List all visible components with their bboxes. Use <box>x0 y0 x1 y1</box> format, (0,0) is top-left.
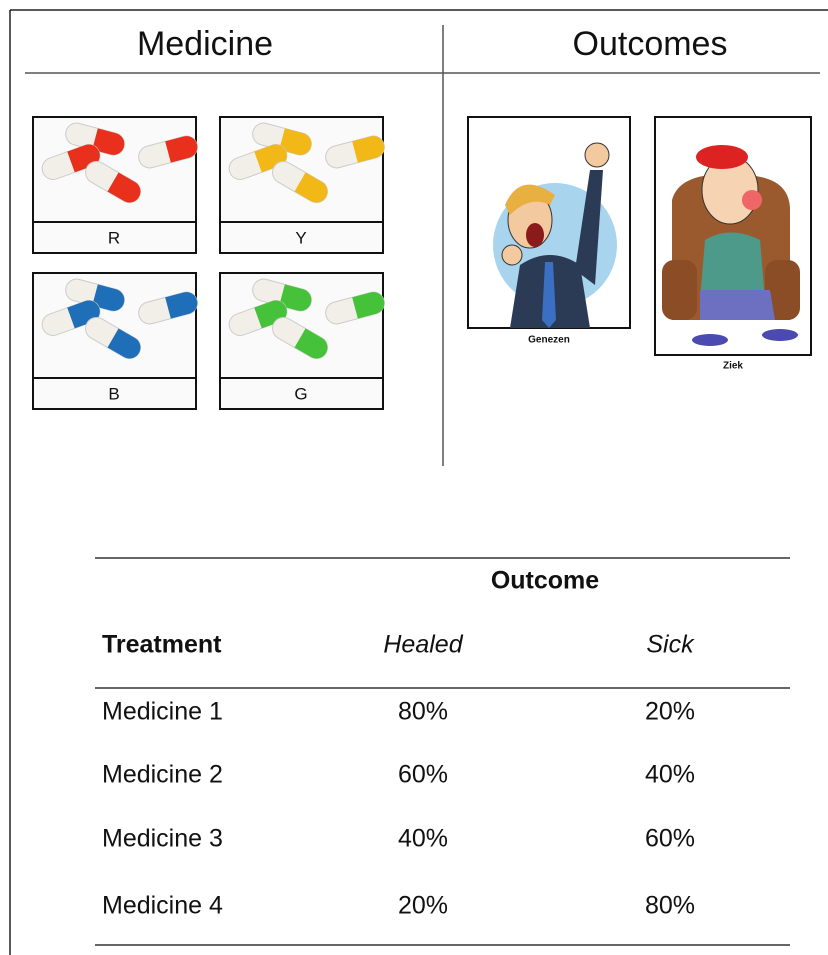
pill <box>252 278 312 312</box>
pill-cap <box>107 172 141 203</box>
outcome-image <box>654 116 812 356</box>
table-cell: 80% <box>645 892 695 920</box>
pill <box>85 317 141 359</box>
pill <box>65 278 125 312</box>
pill <box>252 122 312 156</box>
pill-cap <box>294 328 328 359</box>
pill <box>272 161 328 203</box>
pill-cap <box>92 284 125 311</box>
outcome-image <box>467 116 631 329</box>
medicine-card: R <box>32 116 198 254</box>
table-cell: 60% <box>645 825 695 853</box>
pill <box>325 135 385 169</box>
heading: Medicine <box>137 25 273 63</box>
pill-cap <box>352 292 385 319</box>
medicine-card: G <box>219 272 385 410</box>
table-cell: 40% <box>645 761 695 789</box>
table-cell: Medicine 1 <box>102 698 223 726</box>
group-header: Outcome <box>491 567 599 595</box>
pill-cap <box>107 328 141 359</box>
outcome-label: Ziek <box>723 361 743 372</box>
pill-cap <box>279 128 312 155</box>
table-cell: 40% <box>398 825 448 853</box>
pill <box>85 161 141 203</box>
pill-cap <box>352 136 385 163</box>
medicine-label: G <box>294 384 307 403</box>
medicine-card: Y <box>219 116 385 254</box>
column-header: Sick <box>646 631 695 659</box>
pill <box>325 291 385 325</box>
pill-cap <box>165 292 198 319</box>
column-header: Treatment <box>102 631 222 659</box>
column-header: Healed <box>383 631 463 659</box>
pill <box>65 122 125 156</box>
heading: Outcomes <box>573 25 728 63</box>
pill <box>272 317 328 359</box>
table-cell: Medicine 4 <box>102 892 223 920</box>
pill-cap <box>294 172 328 203</box>
table-cell: 20% <box>398 892 448 920</box>
outcome-label: Genezen <box>528 335 570 346</box>
medicine-label: Y <box>295 228 306 247</box>
table-cell: Medicine 3 <box>102 825 223 853</box>
pill <box>138 291 198 325</box>
pill-cap <box>165 136 198 163</box>
medicine-card: B <box>32 272 198 410</box>
pill <box>138 135 198 169</box>
pill-cap <box>279 284 312 311</box>
table-cell: 60% <box>398 761 448 789</box>
table-cell: 20% <box>645 698 695 726</box>
table-cell: 80% <box>398 698 448 726</box>
medicine-label: B <box>108 384 119 403</box>
table-cell: Medicine 2 <box>102 761 223 789</box>
pill-cap <box>92 128 125 155</box>
medicine-label: R <box>108 228 120 247</box>
